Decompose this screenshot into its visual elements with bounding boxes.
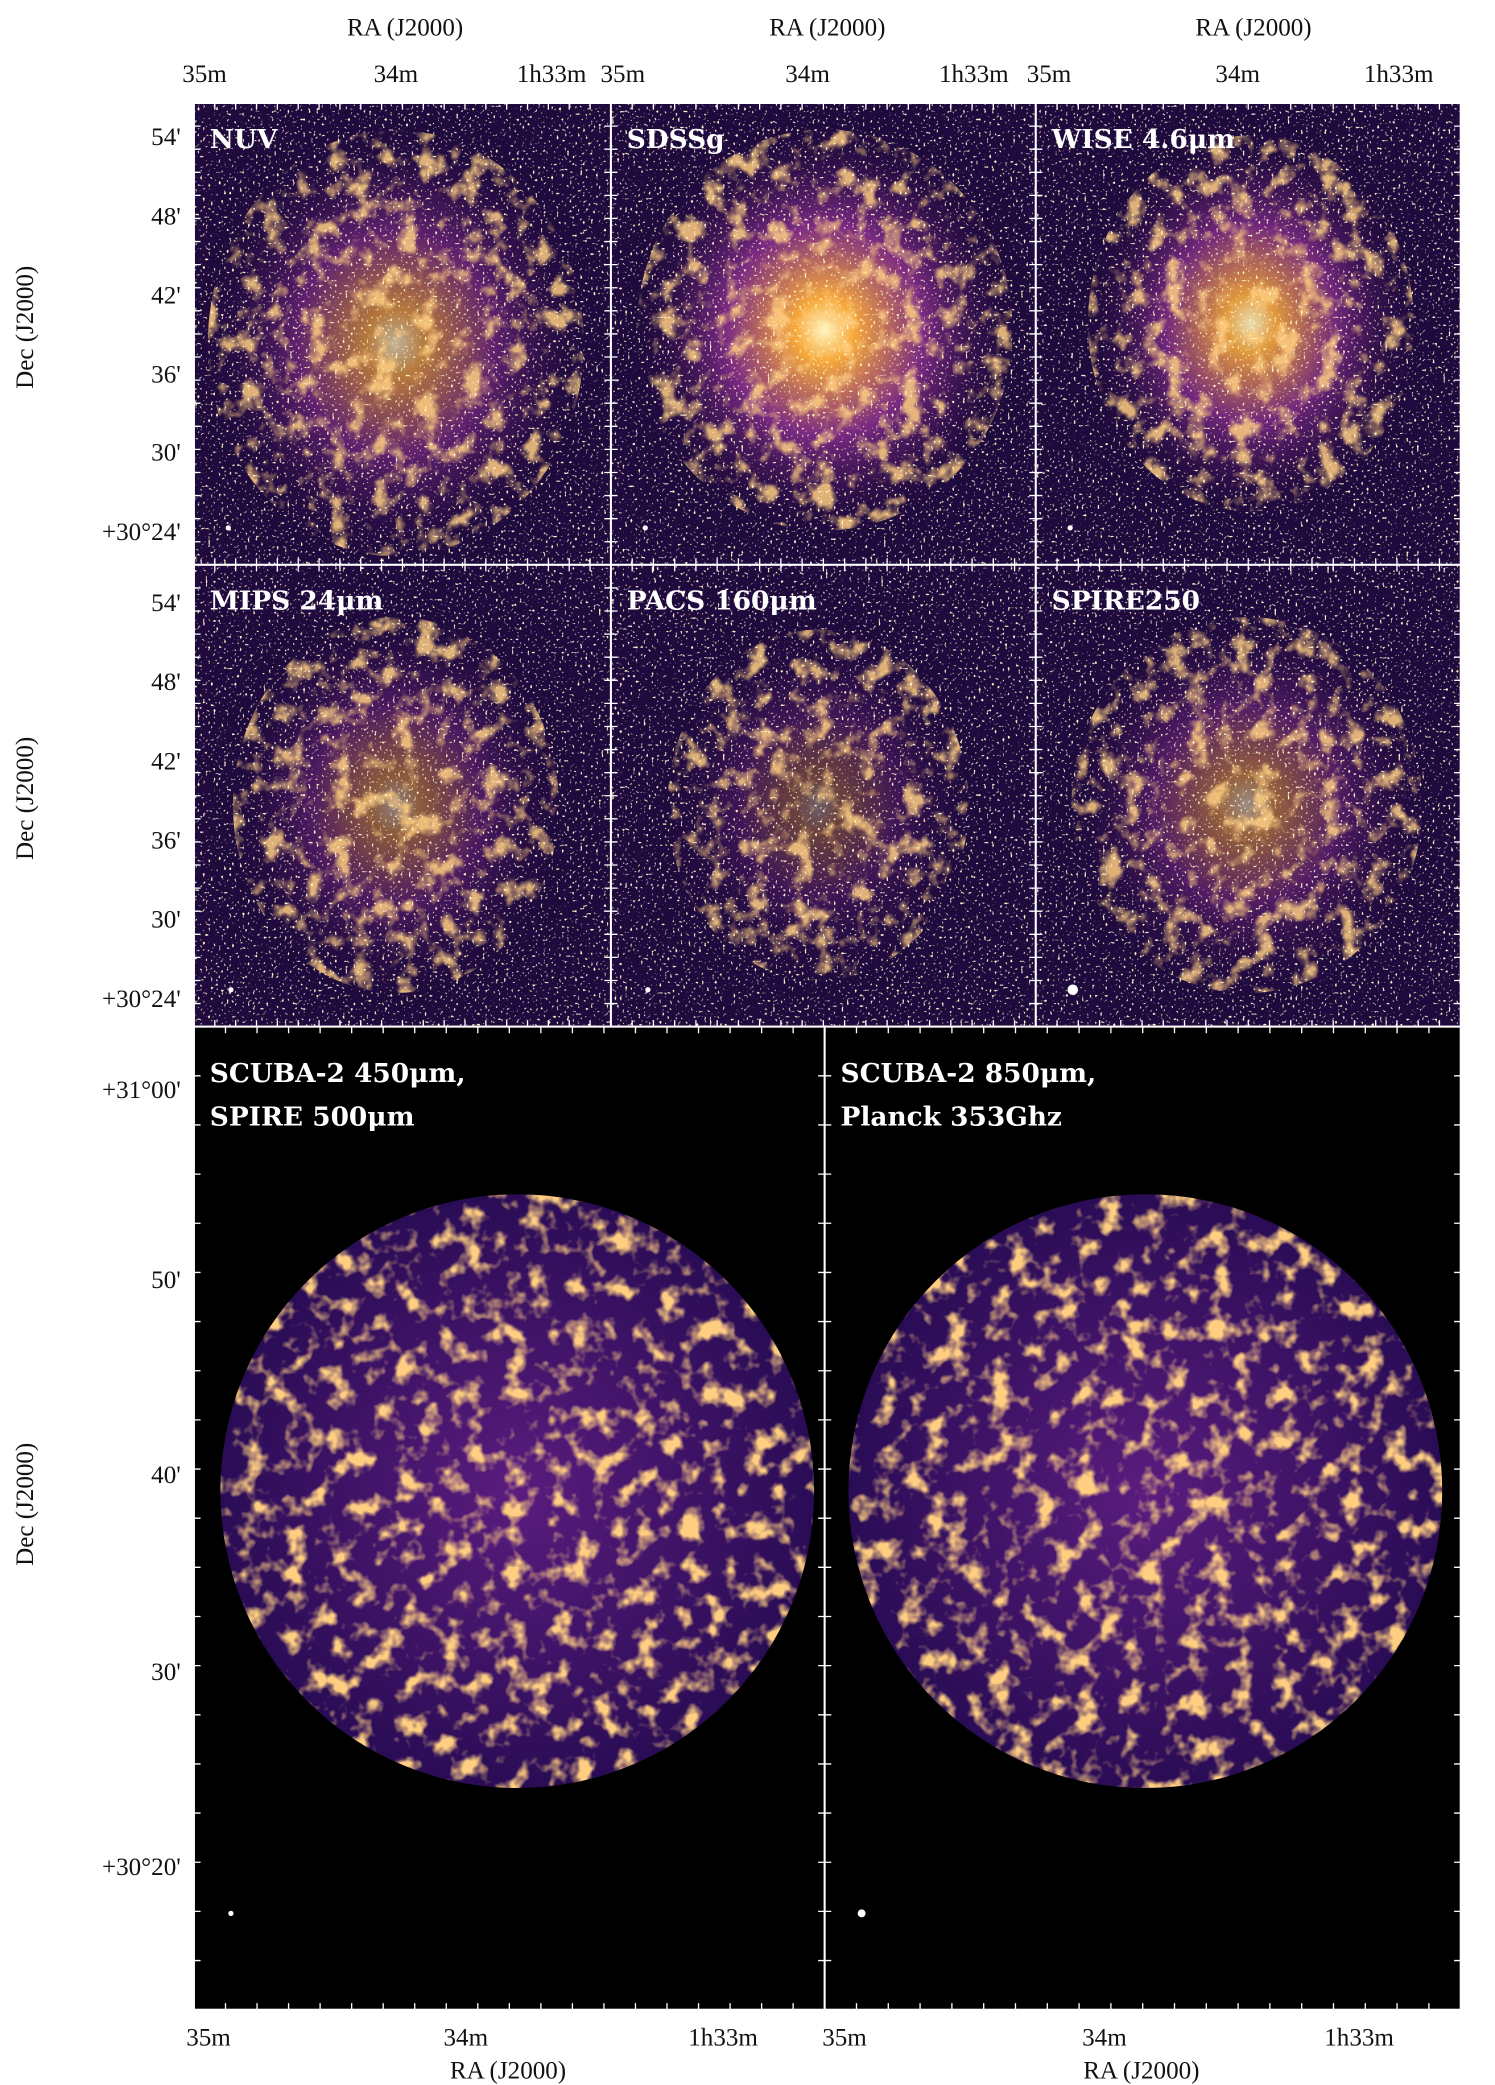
panel-label: NUV	[210, 124, 278, 155]
tick-label: 34m	[374, 61, 419, 88]
beam	[642, 525, 648, 531]
tick-label: +30°20'	[102, 1854, 181, 1881]
tick-label: 50'	[151, 1267, 181, 1294]
panel-label: SCUBA-2 450μm, SPIRE 500μm	[210, 1058, 466, 1133]
beam	[857, 1909, 866, 1918]
point-sources	[610, 103, 1036, 565]
tick-label: 48'	[151, 669, 181, 696]
axis-label: RA (J2000)	[1195, 15, 1311, 42]
tick-label: 30'	[151, 440, 181, 467]
point-sources	[1035, 103, 1461, 565]
axis-label: Dec (J2000)	[12, 1443, 39, 1566]
tick-label: +30°24'	[102, 519, 181, 546]
panel-label-line: NUV	[210, 124, 278, 155]
panel-label-line: Planck 353Ghz	[841, 1102, 1062, 1133]
tick-label: 1h33m	[1324, 2024, 1394, 2051]
tick-label: 35m	[822, 2024, 867, 2051]
tick-label: 35m	[1027, 61, 1072, 88]
tick-label: 42'	[151, 283, 181, 310]
tick-label: 35m	[182, 61, 227, 88]
image-panel	[193, 1026, 825, 2010]
tick-label: 42'	[151, 748, 181, 775]
panel-label-line: WISE 4.6μm	[1051, 124, 1235, 155]
axis-label: RA (J2000)	[769, 15, 885, 42]
axis-label: Dec (J2000)	[12, 737, 39, 860]
tick-label: +30°24'	[102, 986, 181, 1013]
tick-label: 36'	[151, 362, 181, 389]
tick-label: 34m	[785, 61, 830, 88]
map-structure	[220, 1194, 815, 1789]
panel-label-line: SPIRE 500μm	[210, 1102, 415, 1133]
map-structure	[848, 1194, 1443, 1789]
beam	[645, 987, 651, 993]
panel-label-line: PACS 160μm	[627, 586, 817, 617]
beam	[1067, 984, 1079, 995]
point-sources	[610, 564, 1036, 1027]
panel-label: SCUBA-2 850μm, Planck 353Ghz	[841, 1058, 1097, 1133]
tick-label: 34m	[1215, 61, 1260, 88]
tick-label: 34m	[444, 2024, 489, 2051]
tick-label: 35m	[186, 2024, 231, 2051]
image-panel	[824, 1026, 1461, 2010]
point-sources	[193, 564, 611, 1027]
tick-label: 30'	[151, 907, 181, 934]
panel-frame	[823, 1025, 1462, 2011]
point-sources	[1035, 564, 1461, 1027]
tick-label: 48'	[151, 203, 181, 230]
panel-label: SDSSg	[627, 124, 725, 155]
axis-label: RA (J2000)	[347, 15, 463, 42]
tick-label: 54'	[151, 590, 181, 617]
tick-label: 36'	[151, 828, 181, 855]
image-panel	[610, 103, 1036, 565]
beam	[225, 525, 231, 531]
point-sources	[193, 103, 611, 565]
tick-label: 1h33m	[517, 61, 587, 88]
tick-label: 40'	[151, 1462, 181, 1489]
image-panel	[193, 564, 611, 1027]
tick-label: 1h33m	[688, 2024, 758, 2051]
image-panel	[1035, 564, 1461, 1027]
panel-label-line: SCUBA-2 850μm,	[841, 1058, 1097, 1089]
image-panel	[610, 564, 1036, 1027]
tick-label: 34m	[1082, 2024, 1127, 2051]
axis-label: Dec (J2000)	[12, 266, 39, 389]
panel-label: MIPS 24μm	[210, 586, 384, 617]
panel-label-line: SDSSg	[627, 124, 725, 155]
tick-label: +31°00'	[102, 1077, 181, 1104]
image-panel	[193, 103, 611, 565]
tick-label: 35m	[601, 61, 646, 88]
axis-label: RA (J2000)	[1083, 2057, 1199, 2084]
panel-label: PACS 160μm	[627, 586, 817, 617]
tick-label: 1h33m	[939, 61, 1009, 88]
panel-label-line: SCUBA-2 450μm,	[210, 1058, 466, 1089]
beam	[228, 1910, 234, 1917]
tick-label: 30'	[151, 1659, 181, 1686]
axis-label: RA (J2000)	[450, 2057, 566, 2084]
panel-label-line: SPIRE250	[1052, 586, 1200, 617]
beam	[1067, 525, 1073, 531]
panel-label-line: MIPS 24μm	[210, 586, 384, 617]
tick-label: 54'	[151, 124, 181, 151]
panel-label: WISE 4.6μm	[1051, 124, 1235, 155]
image-panel	[1035, 103, 1461, 565]
beam	[228, 987, 234, 993]
tick-label: 1h33m	[1364, 61, 1434, 88]
panel-label: SPIRE250	[1052, 586, 1200, 617]
